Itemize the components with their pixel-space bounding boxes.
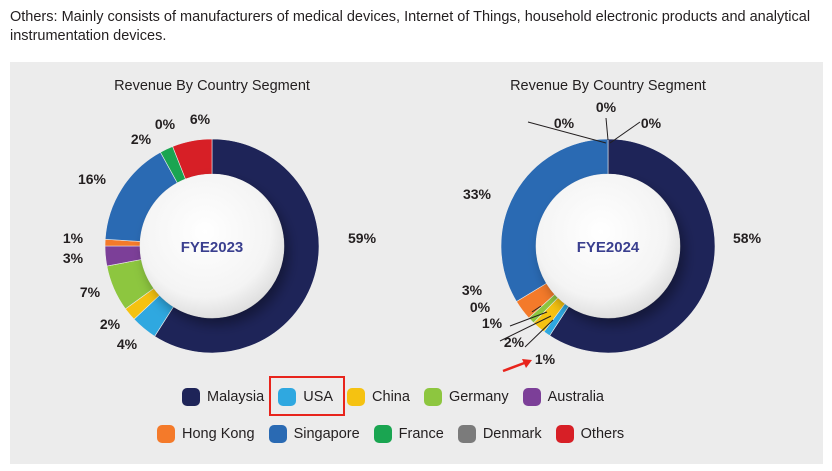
data-label-malaysia: 59% xyxy=(348,230,377,246)
data-label-singapore: 16% xyxy=(78,171,107,187)
red-arrow-head xyxy=(522,359,532,368)
leader-line xyxy=(509,311,548,327)
donut-center xyxy=(536,174,680,318)
leader-line xyxy=(524,319,554,348)
legend-item-australia: Australia xyxy=(522,388,604,406)
leader-line xyxy=(531,305,542,313)
legend-swatch xyxy=(182,388,200,406)
legend-row-1: Malaysia USA China Germany Australia xyxy=(182,388,618,406)
chart-title: Revenue By Country Segment xyxy=(510,78,706,94)
legend-swatch xyxy=(157,425,175,443)
legend-item-denmark: Denmark xyxy=(457,425,542,443)
usa-highlight-box xyxy=(269,376,345,416)
data-label-australia: 0% xyxy=(470,299,491,315)
legend-label: Germany xyxy=(448,389,509,405)
data-label-germany: 1% xyxy=(482,315,503,331)
red-arrow-annotation xyxy=(502,360,528,373)
legend-item-china: China xyxy=(347,388,410,406)
donut-chart-fye2023: Revenue By Country Segment FYE2023 59% 4% 2%… xyxy=(63,78,377,354)
legend-label: Singapore xyxy=(293,426,360,442)
legend-swatch xyxy=(373,425,392,443)
legend-swatch xyxy=(522,388,541,406)
leader-line xyxy=(499,315,552,342)
center-label: FYE2023 xyxy=(181,239,244,256)
data-label-malaysia: 58% xyxy=(733,230,762,246)
legend-label: Others xyxy=(580,426,625,442)
data-label-hong-kong: 1% xyxy=(63,230,84,246)
chart-title: Revenue By Country Segment xyxy=(114,78,310,94)
data-label-france: 0% xyxy=(554,115,575,131)
footnote-text: Others: Mainly consists of manufacturers… xyxy=(10,9,811,44)
data-label-usa: 4% xyxy=(117,336,138,352)
data-label-france: 2% xyxy=(131,131,152,147)
data-label-hong-kong: 3% xyxy=(462,282,483,298)
legend-label: USA xyxy=(303,389,334,405)
donut-center xyxy=(140,174,284,318)
legend-label: China xyxy=(372,389,410,405)
legend-swatch xyxy=(555,425,574,443)
legend-item-malaysia: Malaysia xyxy=(182,388,264,406)
legend-label: Denmark xyxy=(482,426,542,442)
legend-label: Malaysia xyxy=(207,389,265,405)
legend-swatch xyxy=(457,425,476,443)
data-label-usa: 1% xyxy=(535,351,556,367)
data-label-australia: 3% xyxy=(63,250,84,266)
data-label-germany: 7% xyxy=(80,284,101,300)
legend-item-usa: USA xyxy=(278,388,333,406)
legend-label: Australia xyxy=(547,389,604,405)
data-label-china: 2% xyxy=(504,334,525,350)
donut-chart-fye2024: Revenue By Country SegmentFYE202458%1%2%… xyxy=(462,78,762,367)
legend-row-2: Hong Kong Singapore France Denmark Others xyxy=(157,425,638,443)
legend-item-singapore: Singapore xyxy=(268,425,360,443)
leader-line xyxy=(609,121,641,144)
legend-swatch xyxy=(423,388,442,406)
data-label-others: 6% xyxy=(190,111,211,127)
data-label-denmark: 0% xyxy=(155,116,176,132)
legend-item-france: France xyxy=(373,425,444,443)
leader-line xyxy=(527,121,607,144)
legend-item-germany: Germany xyxy=(423,388,509,406)
data-label-china: 2% xyxy=(100,316,121,332)
legend-swatch xyxy=(347,388,366,406)
data-label-denmark: 0% xyxy=(596,99,617,115)
legend-label: Hong Kong xyxy=(182,426,255,442)
legend-swatch xyxy=(268,425,287,443)
data-label-singapore: 33% xyxy=(463,186,492,202)
legend-label: France xyxy=(398,426,444,442)
legend-swatch xyxy=(278,388,297,406)
legend-item-others: Others xyxy=(555,425,625,443)
legend-item-hong-kong: Hong Kong xyxy=(157,425,255,443)
leader-line xyxy=(605,117,609,141)
data-label-others: 0% xyxy=(641,115,662,131)
center-label: FYE2024 xyxy=(577,239,640,256)
